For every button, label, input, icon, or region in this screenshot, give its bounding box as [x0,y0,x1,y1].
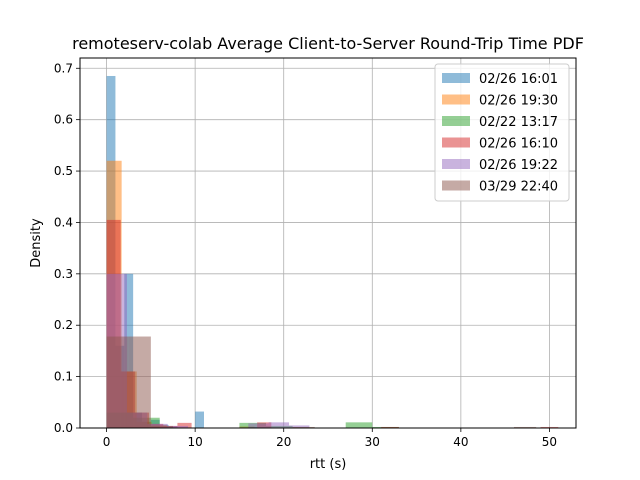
y-tick-label: 0.1 [54,370,73,384]
x-tick-label: 40 [453,435,468,449]
histogram-bar [292,426,315,428]
histogram-bar [345,422,373,428]
y-axis-label: Density [29,218,44,268]
legend-swatch [442,73,470,83]
histogram-bar [248,423,269,428]
legend: 02/26 16:01 02/26 19:30 02/22 13:17 02/26 1… [434,63,570,202]
histogram-bar [177,422,192,428]
legend-label: 02/22 13:17 [479,115,558,130]
histogram-bar [289,425,310,428]
legend-label: 03/29 22:40 [479,180,558,195]
histogram-bars [106,75,559,428]
y-axis-ticks: 0.0 0.1 0.2 0.3 0.4 0.5 0.6 0.7 [54,61,80,435]
y-tick-label: 0.5 [54,164,73,178]
legend-label: 02/26 16:01 [479,72,558,87]
histogram-bar [268,422,290,428]
legend-swatch [442,159,470,169]
histogram-bar [514,426,537,428]
histogram-bar [195,411,204,428]
y-tick-label: 0.2 [54,318,73,332]
y-tick-label: 0.4 [54,215,73,229]
histogram-bar [150,425,173,428]
y-tick-label: 0.6 [54,113,73,127]
x-tick-label: 30 [365,435,380,449]
grid [80,58,576,429]
legend-swatch [442,94,470,105]
legend-swatch [442,180,470,191]
legend-swatch [442,116,470,126]
x-tick-label: 50 [542,435,557,449]
legend-label: 02/26 19:30 [479,94,558,109]
y-tick-label: 0.3 [54,267,73,281]
histogram-bar [540,426,559,428]
x-tick-label: 10 [188,435,203,449]
legend-swatch [442,137,470,148]
x-tick-label: 0 [103,435,111,449]
histogram-bar [381,426,399,428]
legend-label: 02/26 19:22 [479,158,558,173]
histogram-bar [167,425,189,428]
histogram-bar [128,336,151,428]
y-tick-label: 0.0 [54,421,73,435]
legend-label: 02/26 16:10 [479,137,558,152]
histogram-bar [106,336,129,428]
x-axis-ticks: 0 10 20 30 40 50 [103,428,557,449]
chart-title: remoteserv-colab Average Client-to-Serve… [72,34,584,53]
x-tick-label: 20 [276,435,291,449]
y-tick-label: 0.7 [54,61,73,75]
x-axis-label: rtt (s) [310,457,347,472]
plot-frame [79,57,577,429]
